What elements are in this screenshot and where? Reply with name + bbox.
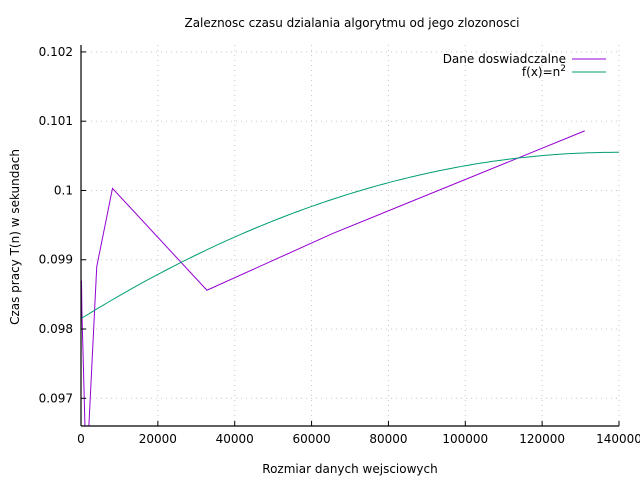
y-tick-label: 0.102 <box>39 45 73 59</box>
series-line-0 <box>81 130 585 426</box>
axes <box>80 45 620 427</box>
chart-title: Zaleznosc czasu dzialania algorytmu od j… <box>184 16 519 30</box>
grid-lines <box>81 45 620 426</box>
y-tick-label: 0.099 <box>39 253 73 267</box>
x-tick-label: 140000 <box>596 432 640 446</box>
legend-label-1: f(x)=n2 <box>522 64 566 79</box>
plot-area <box>81 130 619 426</box>
tick-labels: 0 20000 40000 60000 80000 100000 120000 140000 0… <box>39 45 640 446</box>
x-tick-label: 60000 <box>292 432 330 446</box>
x-tick-label: 20000 <box>139 432 177 446</box>
y-axis-label: Czas pracy T(n) w sekundach <box>8 149 22 325</box>
legend-label-0: Dane doswiadczalne <box>443 52 566 66</box>
y-tick-label: 0.097 <box>39 391 73 405</box>
x-tick-label: 0 <box>77 432 85 446</box>
x-tick-label: 80000 <box>369 432 407 446</box>
x-tick-label: 40000 <box>216 432 254 446</box>
x-axis-label: Rozmiar danych wejsciowych <box>262 462 437 476</box>
y-tick-label: 0.098 <box>39 322 73 336</box>
x-tick-label: 100000 <box>442 432 488 446</box>
y-tick-label: 0.1 <box>54 183 73 197</box>
y-tick-label: 0.101 <box>39 114 73 128</box>
series-line-1 <box>81 151 619 320</box>
x-tick-label: 120000 <box>519 432 565 446</box>
